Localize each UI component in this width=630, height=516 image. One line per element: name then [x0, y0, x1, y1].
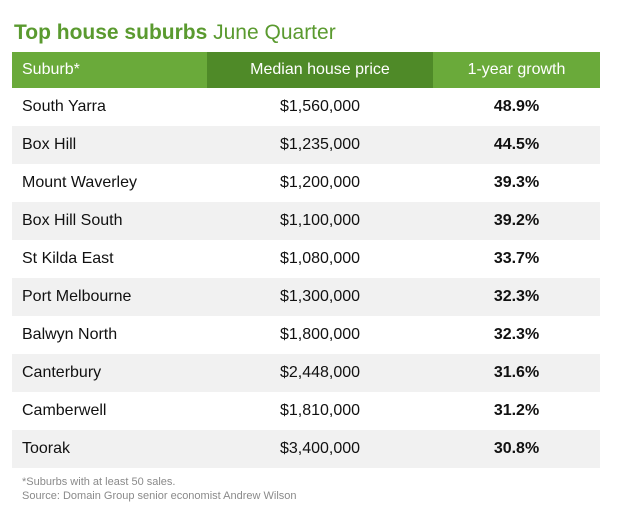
cell-suburb: Box Hill [22, 136, 77, 153]
cell-suburb: Camberwell [22, 402, 107, 419]
table-row: Box Hill $1,235,000 44.5% [12, 126, 600, 164]
table-row: St Kilda East $1,080,000 33.7% [12, 240, 600, 278]
page-title: Top house suburbs June Quarter [14, 20, 336, 46]
cell-suburb: Mount Waverley [22, 174, 137, 191]
table-row: Balwyn North $1,800,000 32.3% [12, 316, 600, 354]
cell-suburb: Canterbury [22, 364, 102, 381]
table-row: Port Melbourne $1,300,000 32.3% [12, 278, 600, 316]
cell-growth: 44.5% [493, 136, 540, 153]
cell-median-price: $1,100,000 [279, 212, 361, 229]
cell-suburb: Balwyn North [22, 326, 118, 343]
cell-median-price: $1,810,000 [279, 402, 361, 419]
column-header-growth: 1-year growth [433, 52, 600, 88]
footnote: *Suburbs with at least 50 sales. [22, 476, 176, 488]
table-header: Suburb* Median house price 1-year growth [12, 52, 600, 88]
cell-median-price: $1,300,000 [279, 288, 361, 305]
table-row: Box Hill South $1,100,000 39.2% [12, 202, 600, 240]
cell-median-price: $1,235,000 [279, 136, 361, 153]
cell-growth: 39.2% [493, 212, 540, 229]
cell-growth: 39.3% [493, 174, 540, 191]
cell-suburb: St Kilda East [22, 250, 114, 267]
cell-median-price: $2,448,000 [279, 364, 361, 381]
column-header-suburb: Suburb* [12, 52, 207, 88]
suburb-table: Suburb* Median house price 1-year growth… [12, 52, 600, 468]
cell-suburb: Box Hill South [22, 212, 123, 229]
cell-suburb: South Yarra [22, 98, 106, 115]
cell-growth: 33.7% [493, 250, 540, 267]
source-note: Source: Domain Group senior economist An… [22, 490, 297, 502]
cell-median-price: $1,560,000 [279, 98, 361, 115]
cell-median-price: $1,080,000 [279, 250, 361, 267]
cell-growth: 31.2% [493, 402, 540, 419]
cell-growth: 32.3% [493, 288, 540, 305]
cell-growth: 31.6% [493, 364, 540, 381]
cell-growth: 48.9% [493, 98, 540, 115]
table-row: Toorak $3,400,000 30.8% [12, 430, 600, 468]
cell-growth: 30.8% [493, 440, 540, 457]
cell-median-price: $3,400,000 [279, 440, 361, 457]
table-row: South Yarra $1,560,000 48.9% [12, 88, 600, 126]
cell-median-price: $1,200,000 [279, 174, 361, 191]
cell-suburb: Port Melbourne [22, 288, 132, 305]
table-row: Canterbury $2,448,000 31.6% [12, 354, 600, 392]
cell-suburb: Toorak [22, 440, 71, 457]
table-row: Mount Waverley $1,200,000 39.3% [12, 164, 600, 202]
title-subtitle: June Quarter [213, 21, 336, 44]
title-bold: Top house suburbs [14, 21, 208, 44]
table-notes: *Suburbs with at least 50 sales. Source:… [22, 475, 297, 503]
table-row: Camberwell $1,810,000 31.2% [12, 392, 600, 430]
cell-growth: 32.3% [493, 326, 540, 343]
cell-median-price: $1,800,000 [279, 326, 361, 343]
table-body: South Yarra $1,560,000 48.9% Box Hill $1,235… [12, 88, 600, 468]
column-header-median-price: Median house price [207, 52, 433, 88]
